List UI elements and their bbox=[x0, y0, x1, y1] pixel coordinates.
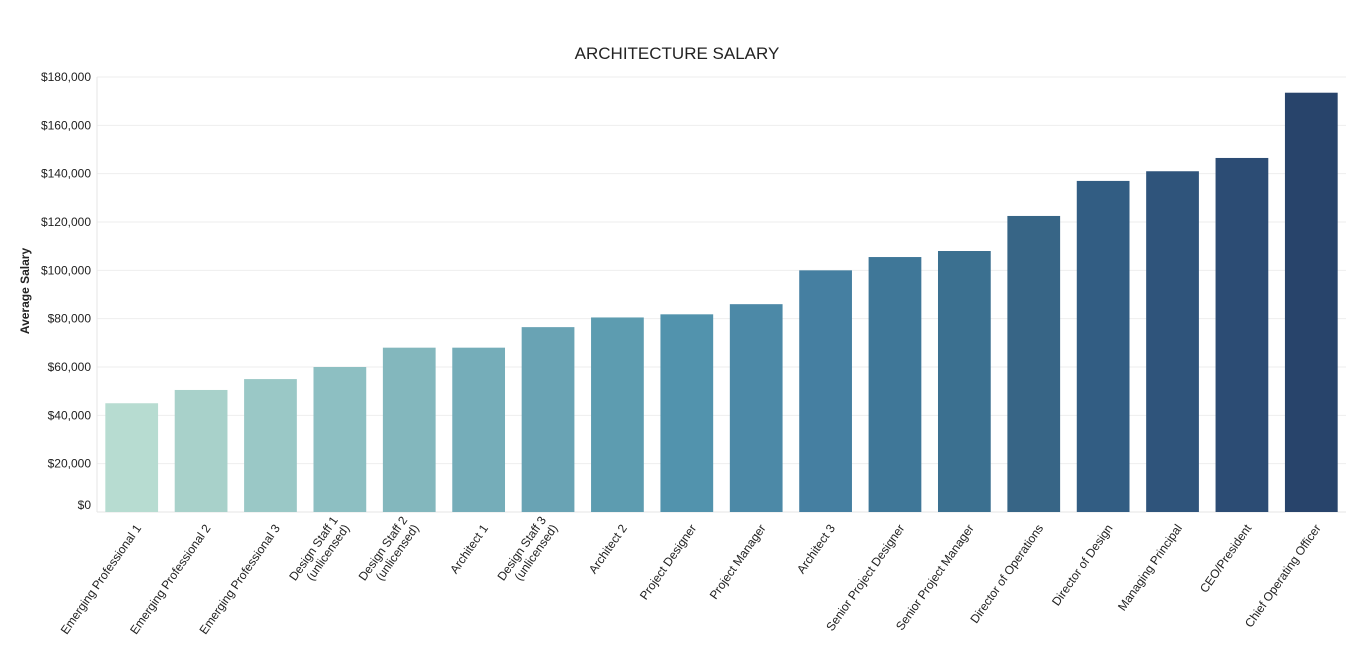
y-tick-label: $100,000 bbox=[41, 263, 91, 277]
x-tick-label-line: Emerging Professional 3 bbox=[196, 521, 283, 636]
bar bbox=[382, 347, 436, 512]
x-tick-label: Director of Operations bbox=[967, 522, 1046, 626]
x-tick-label: Emerging Professional 2 bbox=[127, 521, 214, 636]
chart-title: ARCHITECTURE SALARY bbox=[575, 44, 780, 63]
x-tick-label-line: Architect 2 bbox=[586, 521, 630, 576]
x-tick-label-line: Project Designer bbox=[637, 522, 699, 603]
x-tick-label-line: Senior Project Designer bbox=[823, 522, 907, 634]
bar bbox=[174, 389, 228, 512]
bars bbox=[105, 92, 1338, 513]
x-tick-label: CEO/President bbox=[1197, 521, 1255, 595]
bar bbox=[591, 317, 644, 512]
bar bbox=[1284, 92, 1338, 513]
x-tick-label: Design Staff 3(unlicensed) bbox=[494, 513, 560, 591]
x-tick-label-line: CEO/President bbox=[1197, 521, 1255, 595]
x-tick-label: Project Designer bbox=[637, 522, 699, 603]
x-tick-label: Project Manager bbox=[707, 522, 769, 602]
y-axis-ticks: $0 $20,000 $40,000 $60,000 $80,000 $100,000 $1… bbox=[41, 70, 91, 512]
y-tick-label: $20,000 bbox=[48, 457, 92, 471]
bar bbox=[799, 270, 852, 512]
y-axis-label: Average Salary bbox=[18, 248, 32, 335]
gridlines bbox=[97, 76, 1346, 465]
bar bbox=[452, 347, 506, 512]
y-tick-label: $60,000 bbox=[48, 360, 92, 374]
bar bbox=[244, 379, 297, 512]
y-tick-label: $40,000 bbox=[48, 408, 92, 422]
y-tick-label: $160,000 bbox=[41, 118, 91, 132]
x-tick-label-line: Chief Operating Officer bbox=[1242, 522, 1324, 630]
x-tick-label-line: Architect 3 bbox=[794, 521, 838, 576]
bar bbox=[105, 403, 159, 512]
x-tick-label: Emerging Professional 1 bbox=[58, 521, 145, 636]
bar bbox=[1007, 215, 1061, 512]
x-tick-label-line: Senior Project Manager bbox=[893, 522, 977, 633]
x-tick-label: Emerging Professional 3 bbox=[196, 521, 283, 636]
y-tick-label: $140,000 bbox=[41, 167, 91, 181]
y-tick-label: $80,000 bbox=[48, 312, 92, 326]
bar bbox=[521, 327, 575, 513]
x-tick-label: Managing Principal bbox=[1115, 522, 1185, 614]
x-tick-label: Architect 3 bbox=[794, 521, 838, 576]
bar bbox=[313, 367, 367, 512]
bar bbox=[1076, 180, 1130, 513]
x-tick-label-line: Emerging Professional 1 bbox=[58, 521, 145, 636]
x-tick-label-line: Director of Operations bbox=[967, 522, 1046, 626]
axes bbox=[96, 77, 1346, 513]
bar bbox=[868, 257, 922, 512]
x-tick-label-line: Architect 1 bbox=[447, 521, 491, 576]
x-tick-label: Architect 2 bbox=[586, 521, 630, 576]
x-tick-label: Senior Project Manager bbox=[893, 522, 977, 633]
x-tick-label: Architect 1 bbox=[447, 521, 491, 576]
bar bbox=[937, 251, 991, 512]
x-tick-label-line: Director of Design bbox=[1049, 522, 1116, 609]
x-tick-label: Senior Project Designer bbox=[823, 522, 907, 634]
x-tick-label: Design Staff 2(unlicensed) bbox=[356, 513, 422, 591]
bar bbox=[660, 314, 714, 512]
y-tick-label: $0 bbox=[78, 498, 92, 512]
x-tick-label-line: Project Manager bbox=[707, 522, 769, 602]
x-tick-label: Design Staff 1(unlicensed) bbox=[286, 513, 352, 591]
x-tick-label: Chief Operating Officer bbox=[1242, 522, 1324, 630]
x-tick-label: Director of Design bbox=[1049, 522, 1116, 609]
x-tick-label-line: Emerging Professional 2 bbox=[127, 521, 214, 636]
y-tick-label: $180,000 bbox=[41, 70, 91, 84]
y-tick-label: $120,000 bbox=[41, 215, 91, 229]
x-tick-label-line: Managing Principal bbox=[1115, 522, 1185, 614]
bar bbox=[729, 304, 783, 512]
bar bbox=[1146, 171, 1199, 512]
bar bbox=[1215, 157, 1269, 512]
